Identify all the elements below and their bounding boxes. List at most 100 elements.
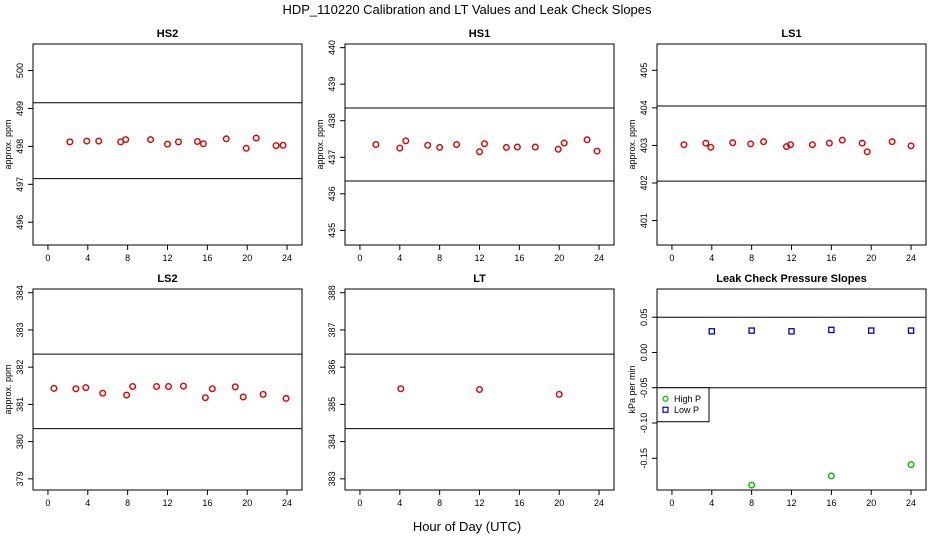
x-tick-label: 4 [397, 498, 402, 508]
data-point [808, 141, 816, 149]
data-point [199, 140, 207, 148]
x-tick-label: 16 [202, 253, 212, 263]
y-tick-label: 384 [327, 434, 337, 449]
y-tick-label: -0.15 [639, 448, 649, 469]
panel-4: LT 0 4 8 12 16 20 24 383 384 385 386 387 388 [327, 273, 615, 508]
data-point [82, 384, 90, 392]
plot-frame [656, 43, 927, 246]
panel-2: LS1 0 4 8 12 16 20 24 401 402 403 404 405 approx. ppm [627, 28, 927, 263]
data-point [907, 142, 915, 150]
panel-title: HS1 [469, 28, 490, 40]
data-point [502, 143, 510, 151]
data-point [242, 144, 250, 152]
data-point [222, 135, 230, 143]
legend-box [656, 387, 710, 423]
data-point [708, 328, 716, 335]
y-tick-label: 435 [327, 223, 337, 238]
x-tick-label: 12 [474, 253, 484, 263]
y-tick-label: 0.05 [639, 308, 649, 326]
data-point [863, 148, 871, 156]
x-tick-label: 12 [474, 498, 484, 508]
x-tick-label: 16 [202, 498, 212, 508]
data-point [231, 383, 239, 391]
data-point [259, 390, 267, 398]
y-tick-label: 386 [327, 360, 337, 375]
x-tick-label: 16 [514, 253, 524, 263]
panel-3: LS2 0 4 8 12 16 20 24 379 380 381 382 383 384 approx. … [3, 273, 303, 508]
data-point [788, 328, 795, 335]
data-point [153, 383, 161, 391]
data-point [83, 137, 91, 145]
data-point [397, 385, 405, 393]
y-tick-label: 0.00 [639, 344, 649, 362]
data-point [129, 383, 137, 391]
x-tick-label: 4 [85, 253, 90, 263]
data-point [147, 136, 155, 144]
x-tick-label: 0 [669, 498, 674, 508]
y-tick-label: 402 [639, 175, 649, 190]
y-axis-label: approx. ppm [627, 119, 637, 169]
data-point [476, 386, 484, 394]
y-tick-label: -0.05 [639, 377, 649, 398]
x-tick-label: 16 [826, 253, 836, 263]
data-point [707, 143, 715, 151]
x-tick-label: 4 [709, 498, 714, 508]
data-point [123, 391, 131, 399]
data-point [858, 139, 866, 147]
x-tick-label: 20 [554, 253, 564, 263]
data-point [888, 138, 896, 146]
data-point [122, 136, 130, 144]
x-axis-label: Hour of Day (UTC) [413, 519, 521, 534]
data-point [827, 472, 835, 480]
x-tick-label: 20 [866, 498, 876, 508]
y-tick-label: 405 [639, 63, 649, 78]
x-tick-label: 8 [749, 253, 754, 263]
data-point [372, 140, 380, 148]
x-tick-label: 12 [786, 498, 796, 508]
x-tick-label: 8 [437, 498, 442, 508]
plot-frame [344, 288, 615, 491]
panel-title: LS1 [781, 28, 801, 40]
x-tick-label: 8 [749, 498, 754, 508]
data-point [729, 139, 737, 147]
x-tick-label: 0 [45, 498, 50, 508]
x-tick-label: 4 [709, 253, 714, 263]
legend-label: High P [674, 394, 701, 404]
y-tick-label: 436 [327, 186, 337, 201]
x-tick-label: 8 [125, 498, 130, 508]
y-tick-label: 439 [327, 77, 337, 92]
y-tick-label: 401 [639, 213, 649, 228]
data-point [680, 141, 688, 149]
plot-frame [344, 43, 615, 246]
data-point [760, 138, 768, 146]
data-point [99, 389, 107, 397]
data-point [531, 143, 539, 151]
panel-title: HS2 [157, 28, 178, 40]
y-tick-label: 384 [15, 285, 25, 300]
y-tick-label: -0.10 [639, 413, 649, 434]
y-tick-label: 440 [327, 40, 337, 55]
data-point [424, 141, 432, 149]
y-tick-label: 385 [327, 397, 337, 412]
x-tick-label: 20 [554, 498, 564, 508]
data-point [164, 383, 172, 391]
x-tick-label: 20 [242, 498, 252, 508]
data-point [174, 138, 182, 146]
data-point [95, 137, 103, 145]
y-tick-label: 379 [15, 471, 25, 486]
data-point [239, 393, 247, 401]
y-tick-label: 500 [15, 63, 25, 78]
y-tick-label: 496 [15, 215, 25, 230]
data-point [480, 140, 488, 148]
x-tick-label: 20 [242, 253, 252, 263]
data-point [907, 327, 915, 334]
x-tick-label: 0 [669, 253, 674, 263]
x-tick-label: 24 [906, 498, 916, 508]
y-axis-label: kPa per min [627, 365, 637, 413]
legend-marker [662, 406, 669, 413]
legend-label: Low P [674, 405, 699, 415]
data-point [402, 137, 410, 145]
y-tick-label: 403 [639, 138, 649, 153]
data-point [201, 394, 209, 402]
